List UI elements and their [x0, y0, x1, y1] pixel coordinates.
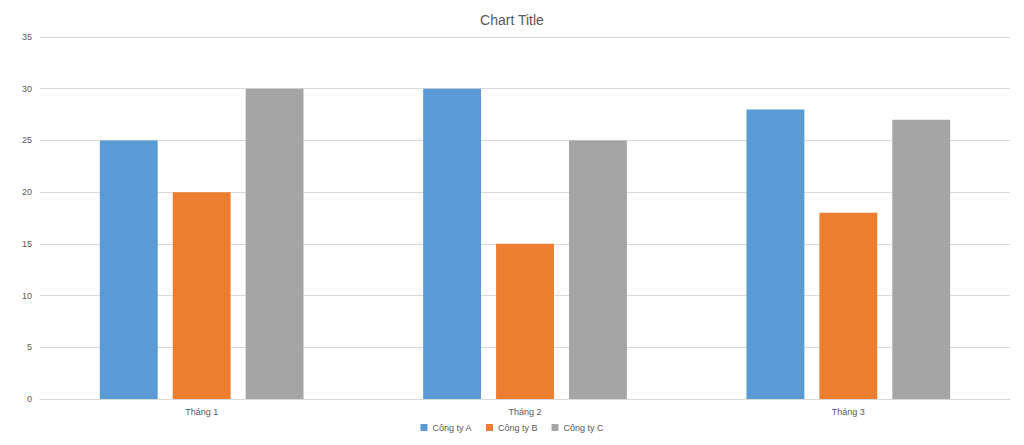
- svg-text:Chart Title: Chart Title: [480, 12, 544, 28]
- svg-text:25: 25: [22, 135, 32, 145]
- svg-text:Công ty A: Công ty A: [432, 423, 471, 433]
- svg-text:Công ty B: Công ty B: [498, 423, 538, 433]
- svg-text:Tháng 3: Tháng 3: [832, 407, 865, 417]
- svg-text:0: 0: [27, 394, 32, 404]
- svg-text:35: 35: [22, 32, 32, 42]
- svg-text:Tháng 1: Tháng 1: [185, 407, 218, 417]
- svg-text:Tháng 2: Tháng 2: [508, 407, 541, 417]
- svg-text:Công ty C: Công ty C: [564, 423, 605, 433]
- svg-text:20: 20: [22, 187, 32, 197]
- svg-text:30: 30: [22, 84, 32, 94]
- svg-text:5: 5: [27, 342, 32, 352]
- svg-text:15: 15: [22, 239, 32, 249]
- svg-text:10: 10: [22, 291, 32, 301]
